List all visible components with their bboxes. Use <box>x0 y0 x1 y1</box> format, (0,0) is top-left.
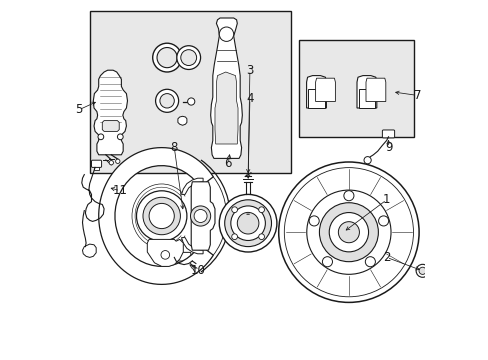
Circle shape <box>418 267 426 274</box>
Polygon shape <box>82 244 96 257</box>
Polygon shape <box>307 89 324 108</box>
Circle shape <box>343 191 353 201</box>
Polygon shape <box>315 78 335 102</box>
Circle shape <box>284 168 413 297</box>
Text: 8: 8 <box>170 141 178 154</box>
Circle shape <box>109 161 113 165</box>
Circle shape <box>378 216 388 226</box>
Polygon shape <box>102 121 119 131</box>
Bar <box>94 166 99 170</box>
Polygon shape <box>215 72 238 144</box>
Circle shape <box>181 50 196 66</box>
FancyBboxPatch shape <box>91 160 102 167</box>
Circle shape <box>177 46 200 69</box>
Polygon shape <box>178 116 186 125</box>
Circle shape <box>160 94 174 108</box>
Circle shape <box>149 203 174 229</box>
FancyBboxPatch shape <box>298 40 413 137</box>
Circle shape <box>365 257 375 267</box>
Circle shape <box>187 98 194 105</box>
Circle shape <box>219 27 233 41</box>
Circle shape <box>142 197 180 235</box>
Circle shape <box>319 203 378 262</box>
Circle shape <box>278 162 418 302</box>
Circle shape <box>237 212 258 234</box>
FancyBboxPatch shape <box>382 130 394 138</box>
Text: 7: 7 <box>413 89 420 102</box>
Circle shape <box>224 200 271 247</box>
Circle shape <box>115 159 120 163</box>
Polygon shape <box>365 78 385 102</box>
Circle shape <box>98 134 103 140</box>
Polygon shape <box>99 148 213 284</box>
Polygon shape <box>181 238 203 254</box>
Circle shape <box>190 206 210 226</box>
Polygon shape <box>358 89 374 108</box>
Circle shape <box>328 212 368 252</box>
Circle shape <box>322 257 332 267</box>
Polygon shape <box>210 18 242 158</box>
FancyBboxPatch shape <box>178 252 190 261</box>
Polygon shape <box>356 76 376 108</box>
Text: 4: 4 <box>245 93 253 105</box>
Text: 3: 3 <box>246 64 253 77</box>
Circle shape <box>415 264 428 277</box>
Circle shape <box>258 234 264 239</box>
Text: 2: 2 <box>382 251 389 264</box>
Polygon shape <box>93 70 127 155</box>
Text: 10: 10 <box>190 264 205 276</box>
Text: 1: 1 <box>382 193 389 206</box>
Circle shape <box>161 251 169 259</box>
FancyBboxPatch shape <box>89 11 291 173</box>
Text: 9: 9 <box>384 141 391 154</box>
Polygon shape <box>181 178 203 194</box>
Circle shape <box>155 89 178 112</box>
Text: 5: 5 <box>75 103 82 116</box>
Circle shape <box>157 48 177 68</box>
Polygon shape <box>191 182 215 250</box>
Text: 6: 6 <box>224 157 232 170</box>
Circle shape <box>308 216 319 226</box>
Circle shape <box>231 207 237 213</box>
Circle shape <box>136 191 186 241</box>
Polygon shape <box>306 76 325 108</box>
Circle shape <box>363 157 370 164</box>
Circle shape <box>117 134 123 140</box>
Circle shape <box>219 194 276 252</box>
Text: 11: 11 <box>113 184 127 197</box>
Circle shape <box>306 190 390 274</box>
Polygon shape <box>147 239 183 266</box>
Circle shape <box>258 207 264 213</box>
Circle shape <box>230 206 265 240</box>
Circle shape <box>152 43 181 72</box>
Circle shape <box>338 222 359 243</box>
Circle shape <box>194 210 206 222</box>
Circle shape <box>231 234 237 239</box>
